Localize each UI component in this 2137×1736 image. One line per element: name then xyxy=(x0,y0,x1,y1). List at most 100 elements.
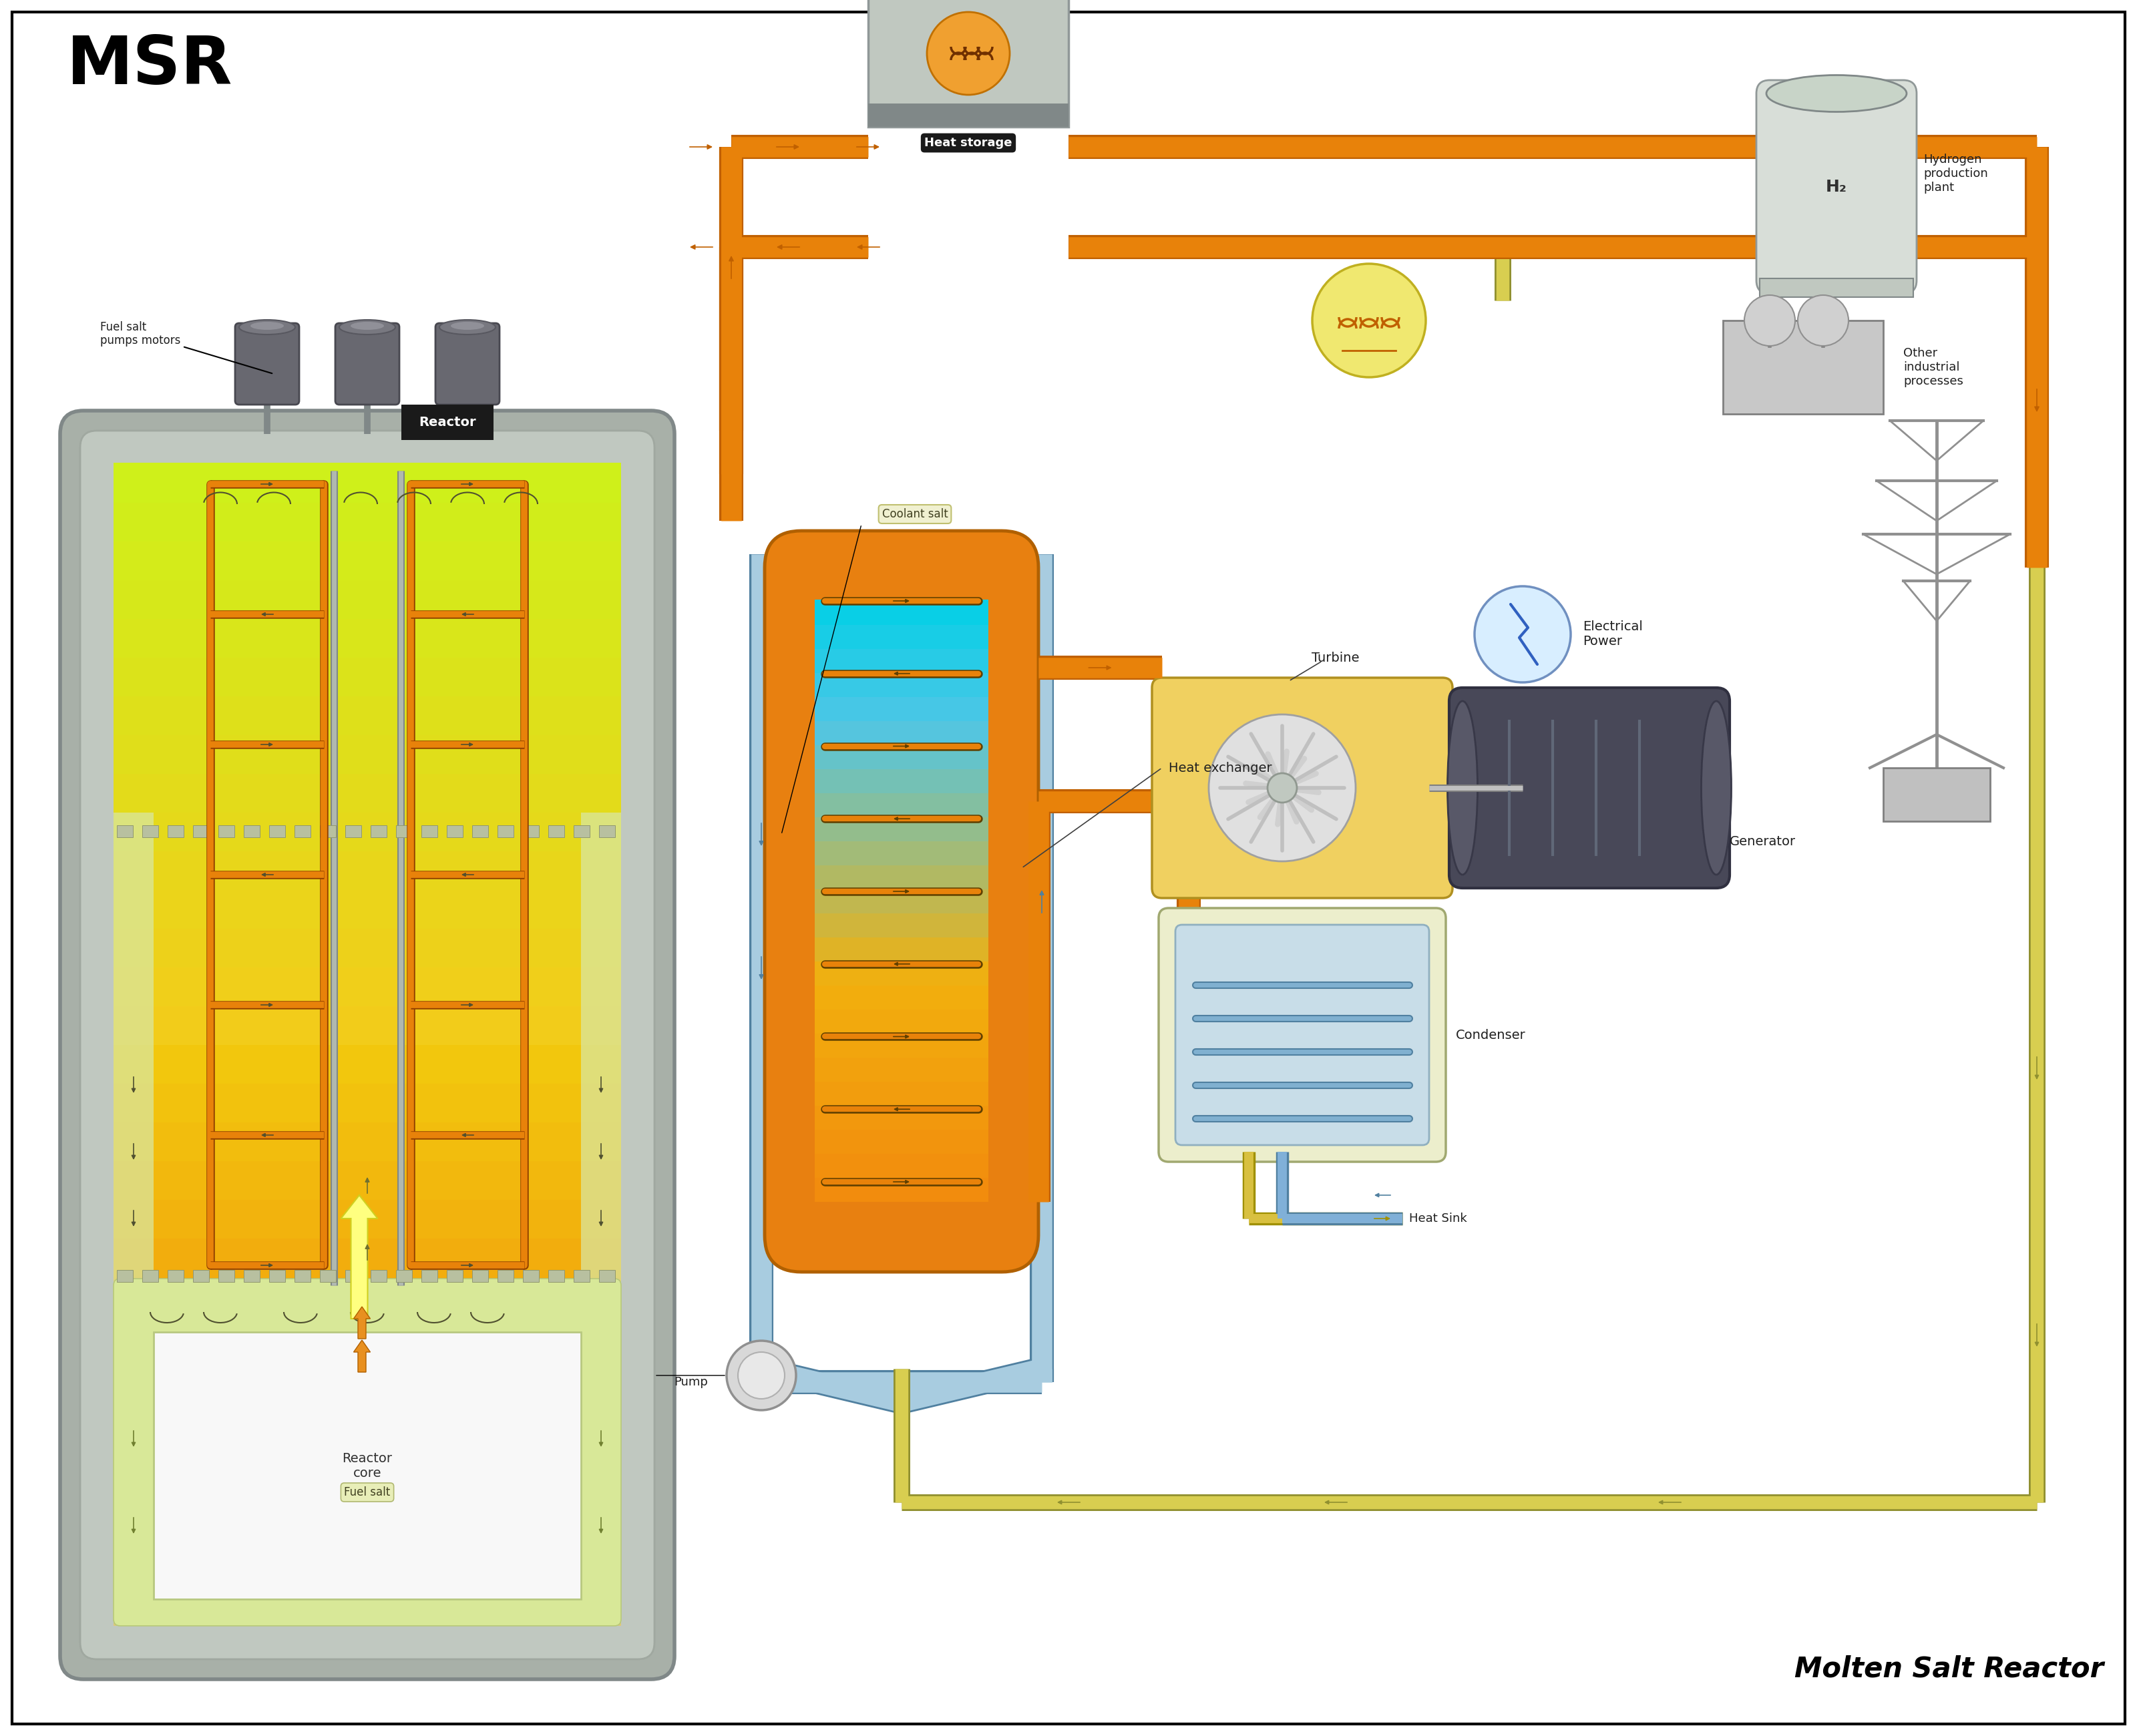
Bar xyxy=(244,825,261,837)
Bar xyxy=(295,825,310,837)
Bar xyxy=(498,825,513,837)
FancyArrow shape xyxy=(342,1194,378,1319)
Text: Pump: Pump xyxy=(673,1377,707,1389)
Bar xyxy=(573,1271,590,1281)
Bar xyxy=(814,648,987,674)
Circle shape xyxy=(1475,587,1571,682)
Bar xyxy=(113,967,622,1007)
Ellipse shape xyxy=(1447,701,1477,875)
Bar xyxy=(143,1271,158,1281)
FancyBboxPatch shape xyxy=(1158,908,1447,1161)
Ellipse shape xyxy=(1767,75,1906,111)
Bar xyxy=(167,825,184,837)
Bar xyxy=(113,1121,622,1161)
Bar xyxy=(113,811,622,851)
Ellipse shape xyxy=(451,321,485,330)
Bar xyxy=(814,1055,987,1082)
Bar xyxy=(113,656,622,696)
Bar xyxy=(549,825,564,837)
Bar xyxy=(113,734,622,774)
Bar xyxy=(113,464,622,503)
Circle shape xyxy=(737,1352,784,1399)
Bar xyxy=(113,1238,622,1278)
Bar xyxy=(113,1430,622,1470)
Bar xyxy=(113,540,622,580)
Bar xyxy=(218,825,235,837)
Bar xyxy=(113,1585,622,1627)
Text: Electrical
Power: Electrical Power xyxy=(1584,621,1643,648)
Bar xyxy=(814,623,987,649)
Bar xyxy=(581,812,622,1627)
Bar xyxy=(113,1314,622,1354)
Bar xyxy=(113,1509,622,1549)
Bar xyxy=(113,1198,622,1238)
Bar xyxy=(814,743,987,769)
Bar xyxy=(218,1271,235,1281)
Bar xyxy=(113,1392,622,1432)
Ellipse shape xyxy=(440,319,496,335)
Bar xyxy=(395,825,412,837)
Bar xyxy=(814,911,987,937)
Bar xyxy=(868,0,1068,127)
Bar xyxy=(113,694,622,734)
Bar xyxy=(269,825,284,837)
Bar xyxy=(814,1033,987,1057)
FancyBboxPatch shape xyxy=(1175,925,1430,1146)
FancyBboxPatch shape xyxy=(113,1279,622,1627)
Bar xyxy=(814,599,987,625)
Bar xyxy=(113,618,622,658)
FancyBboxPatch shape xyxy=(1757,80,1917,293)
Bar xyxy=(1759,278,1913,297)
Text: Condenser: Condenser xyxy=(1455,1028,1526,1042)
Text: Heat Sink: Heat Sink xyxy=(1408,1212,1466,1224)
Bar xyxy=(113,502,622,542)
Bar xyxy=(814,720,987,745)
Text: Heat exchanger: Heat exchanger xyxy=(1169,762,1272,774)
Bar xyxy=(113,889,622,929)
FancyBboxPatch shape xyxy=(436,323,500,404)
Circle shape xyxy=(727,1340,795,1410)
Bar xyxy=(154,1332,581,1599)
Bar xyxy=(113,812,154,1627)
Bar xyxy=(814,1080,987,1106)
Bar xyxy=(113,851,622,891)
Bar xyxy=(346,1271,361,1281)
Ellipse shape xyxy=(239,319,295,335)
Bar xyxy=(868,104,1068,127)
Bar xyxy=(598,1271,615,1281)
Bar xyxy=(421,825,438,837)
Bar xyxy=(549,1271,564,1281)
Bar xyxy=(447,825,464,837)
Text: Coolant salt: Coolant salt xyxy=(883,509,949,521)
Text: MSR: MSR xyxy=(66,33,233,99)
FancyBboxPatch shape xyxy=(235,323,299,404)
Bar xyxy=(472,1271,487,1281)
Text: Fuel salt: Fuel salt xyxy=(344,1486,391,1498)
FancyBboxPatch shape xyxy=(765,531,1039,1272)
FancyBboxPatch shape xyxy=(81,431,654,1660)
Bar xyxy=(524,1271,539,1281)
Circle shape xyxy=(1210,715,1355,861)
Bar xyxy=(814,1104,987,1130)
FancyBboxPatch shape xyxy=(60,411,675,1679)
Bar xyxy=(814,792,987,818)
Ellipse shape xyxy=(250,321,284,330)
FancyArrow shape xyxy=(353,1340,370,1371)
Bar xyxy=(814,960,987,986)
Circle shape xyxy=(1267,773,1297,802)
Bar xyxy=(498,1271,513,1281)
Bar xyxy=(113,1354,622,1394)
Text: Other
industrial
processes: Other industrial processes xyxy=(1904,347,1964,387)
Bar xyxy=(814,984,987,1010)
Bar xyxy=(370,825,387,837)
Bar xyxy=(814,936,987,962)
Bar xyxy=(192,825,209,837)
Circle shape xyxy=(927,12,1011,95)
FancyArrow shape xyxy=(353,1307,370,1338)
Bar xyxy=(1883,767,1990,821)
Bar xyxy=(598,825,615,837)
Bar xyxy=(118,1271,132,1281)
Bar xyxy=(321,1271,336,1281)
Bar xyxy=(113,1160,622,1200)
Bar xyxy=(524,825,539,837)
